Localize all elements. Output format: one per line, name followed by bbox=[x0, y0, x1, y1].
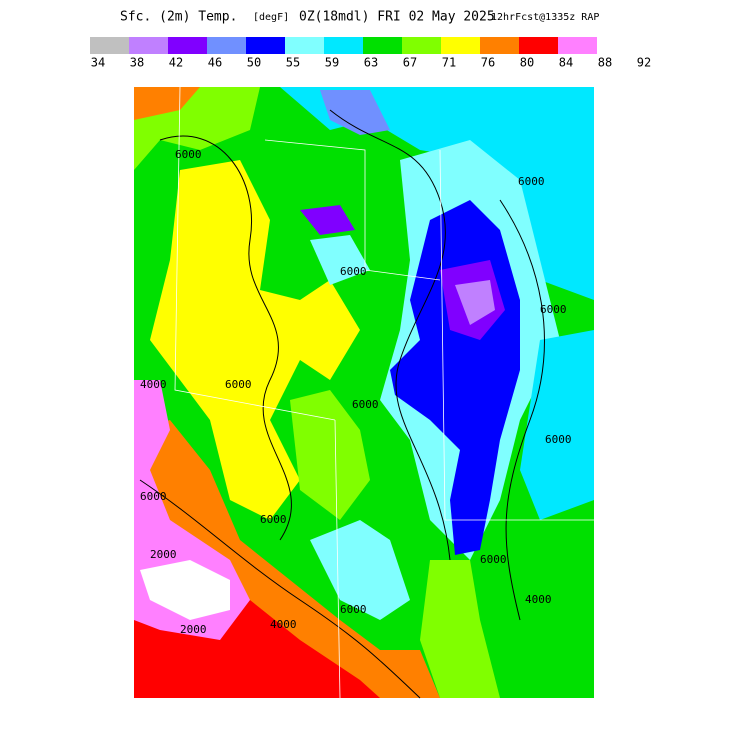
contour-label: 6000 bbox=[518, 175, 545, 188]
field-area bbox=[455, 280, 495, 325]
legend-label: 59 bbox=[325, 56, 339, 70]
legend-label: 76 bbox=[481, 56, 495, 70]
borders bbox=[174, 86, 594, 699]
title: Sfc. (2m) Temp. [degF] 0Z(18mdl) FRI 02 … bbox=[120, 10, 599, 25]
legend-label: 42 bbox=[169, 56, 183, 70]
legend-swatch bbox=[480, 37, 519, 54]
contour-line bbox=[139, 479, 421, 699]
legend-swatch bbox=[558, 37, 597, 54]
field-area bbox=[134, 87, 200, 120]
legend-swatch bbox=[246, 37, 285, 54]
contour-line bbox=[159, 135, 292, 541]
field-area bbox=[420, 560, 500, 698]
legend-swatch bbox=[168, 37, 207, 54]
contour-label: 6000 bbox=[340, 603, 367, 616]
title-part: Sfc. (2m) Temp. bbox=[120, 10, 237, 25]
field-area bbox=[310, 235, 370, 285]
field-area bbox=[300, 205, 355, 235]
legend-label: 92 bbox=[637, 56, 651, 70]
contour-label: 6000 bbox=[480, 553, 507, 566]
legend-label: 46 bbox=[208, 56, 222, 70]
legend-swatch bbox=[285, 37, 324, 54]
legend-swatch bbox=[363, 37, 402, 54]
legend-label: 88 bbox=[598, 56, 612, 70]
legend-label: 80 bbox=[520, 56, 534, 70]
legend-label: 84 bbox=[559, 56, 573, 70]
border-line bbox=[174, 86, 594, 699]
contours bbox=[139, 109, 545, 699]
contour-label: 2000 bbox=[180, 623, 207, 636]
legend-label: 63 bbox=[364, 56, 378, 70]
legend-label: 34 bbox=[91, 56, 105, 70]
legend-swatch bbox=[324, 37, 363, 54]
contour-label: 6000 bbox=[545, 433, 572, 446]
field-area bbox=[290, 390, 370, 520]
map: 6000 6000 6000 6000 6000 6000 6000 4000 … bbox=[134, 86, 594, 699]
contour-line bbox=[499, 199, 545, 621]
contour-label: 6000 bbox=[225, 378, 252, 391]
legend-swatch bbox=[402, 37, 441, 54]
title-part: [degF] bbox=[253, 12, 289, 23]
legend-label: 50 bbox=[247, 56, 261, 70]
legend-label: 67 bbox=[403, 56, 417, 70]
contour-line bbox=[329, 109, 451, 561]
legend-label: 55 bbox=[286, 56, 300, 70]
contour-label: 6000 bbox=[340, 265, 367, 278]
contour-label: 6000 bbox=[260, 513, 287, 526]
legend: 34 38 42 46 50 55 59 63 67 71 76 80 84 88 92 bbox=[90, 37, 651, 70]
legend-label: 38 bbox=[130, 56, 144, 70]
contour-label: 4000 bbox=[270, 618, 297, 631]
contour-label: 6000 bbox=[175, 148, 202, 161]
field-area bbox=[520, 330, 594, 520]
contour-label: 6000 bbox=[352, 398, 379, 411]
field-area bbox=[320, 90, 390, 135]
field-area bbox=[140, 560, 230, 620]
contour-label: 2000 bbox=[150, 548, 177, 561]
field-area bbox=[280, 87, 594, 300]
contour-label: 4000 bbox=[140, 378, 167, 391]
title-part: 12hrFcst@1335z RAP bbox=[491, 12, 599, 23]
legend-label: 71 bbox=[442, 56, 456, 70]
field-area bbox=[310, 520, 410, 620]
contour-label: 6000 bbox=[540, 303, 567, 316]
legend-swatch bbox=[207, 37, 246, 54]
field-area bbox=[500, 500, 594, 698]
contour-label: 4000 bbox=[525, 593, 552, 606]
legend-swatch bbox=[441, 37, 480, 54]
title-part: 0Z(18mdl) FRI 02 May 2025 bbox=[299, 10, 495, 25]
legend-swatch bbox=[129, 37, 168, 54]
legend-swatch bbox=[90, 37, 129, 54]
field-area bbox=[150, 160, 360, 520]
legend-swatch bbox=[519, 37, 558, 54]
contour-label: 6000 bbox=[140, 490, 167, 503]
